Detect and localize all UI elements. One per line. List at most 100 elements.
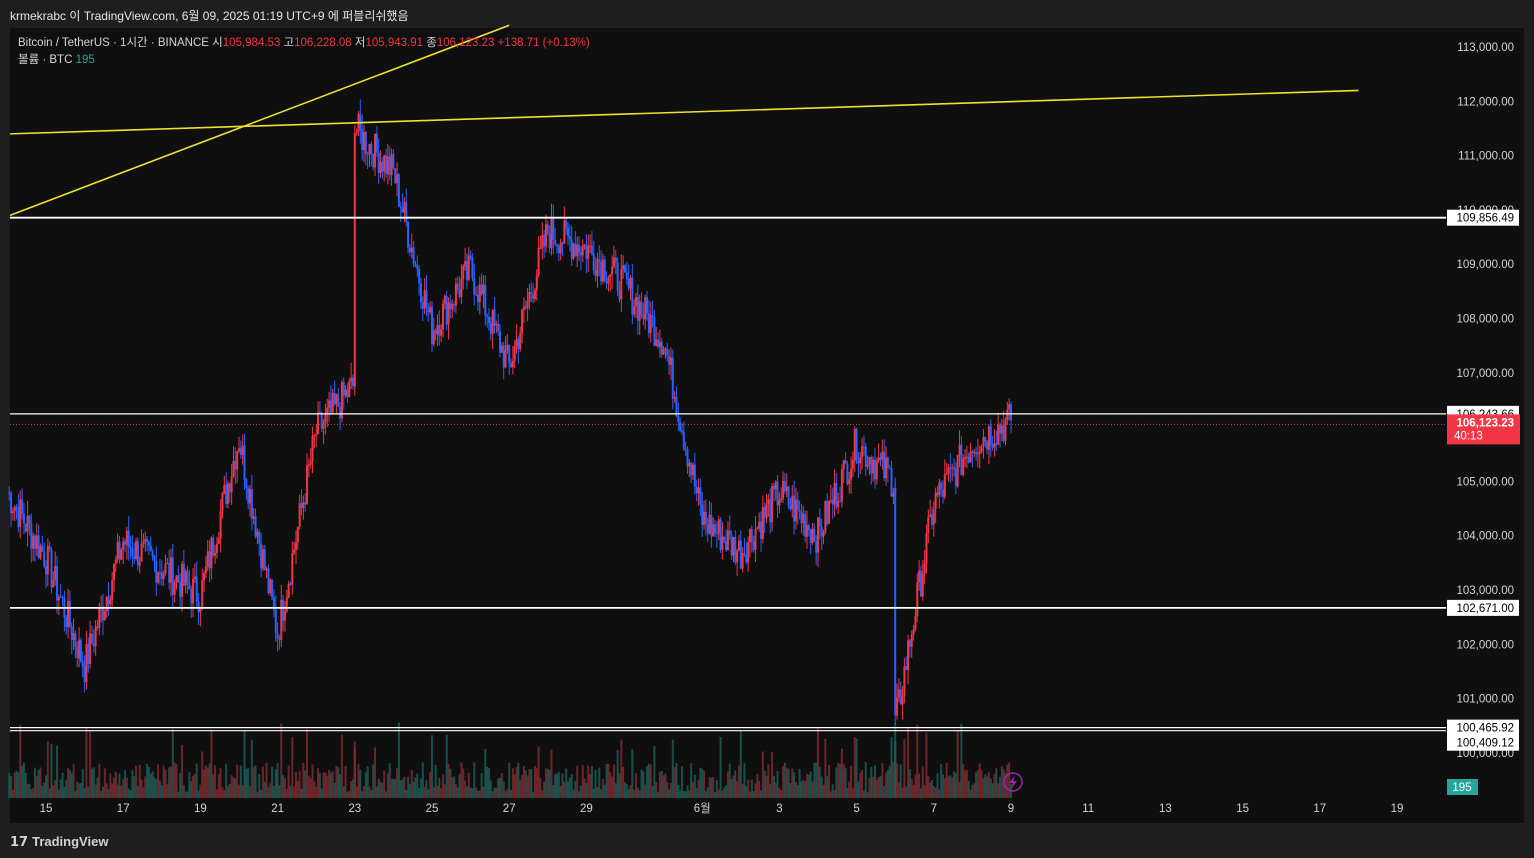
candle-body	[883, 451, 886, 479]
volume-bar	[276, 762, 279, 798]
candle-body	[491, 309, 494, 334]
volume-bar	[535, 768, 538, 798]
volume-bar	[392, 778, 395, 798]
volume-bar	[772, 775, 775, 798]
y-tick-label: 100,000.00	[1456, 748, 1514, 760]
candle-body	[274, 609, 277, 633]
volume-bar	[658, 772, 661, 798]
candle-body	[287, 583, 290, 598]
time-axis[interactable]: 15 17 19 21 23 25 27 29 6월 3 5 7 9 11 13 15 17 19	[40, 802, 1404, 815]
candle-body	[232, 460, 235, 477]
candle-body	[56, 565, 59, 601]
volume-bar	[517, 762, 520, 798]
volume-bar	[927, 775, 930, 798]
volume-bar	[85, 728, 88, 798]
volume-bar	[559, 785, 562, 798]
volume-bar	[67, 768, 70, 798]
volume-bar	[953, 771, 956, 798]
volume-bar	[697, 780, 700, 798]
candle-body	[171, 557, 174, 595]
candle-body	[978, 451, 981, 454]
volume-bar	[964, 770, 967, 798]
volume-bar	[502, 781, 505, 798]
candle-body	[68, 601, 71, 627]
level-price-tag	[1447, 599, 1519, 616]
candle-body	[353, 209, 356, 248]
volume-bar	[862, 790, 865, 798]
chart-frame[interactable]	[10, 28, 1524, 823]
volume-bar	[133, 776, 136, 798]
candle-body	[798, 510, 801, 512]
candle-body	[888, 467, 891, 469]
tradingview-logo[interactable]: 17 TradingView	[10, 834, 108, 850]
candle-body	[557, 245, 560, 254]
x-tick-label: 21	[271, 803, 284, 815]
volume-bar	[473, 762, 476, 798]
volume-bar	[177, 791, 180, 798]
candle-body	[714, 524, 717, 533]
candle-body	[204, 566, 207, 573]
volume-bar	[164, 769, 167, 798]
candle-body	[592, 253, 595, 271]
volume-label[interactable]: 볼륨 · BTC	[18, 54, 73, 66]
volume-bar	[386, 773, 389, 798]
low-label: 저	[354, 37, 366, 49]
volume-bar	[26, 784, 29, 798]
candle-body	[820, 526, 823, 537]
candle-body	[504, 350, 507, 368]
candle-body	[158, 572, 161, 574]
candle-body	[396, 174, 399, 184]
candle-body	[969, 451, 972, 463]
candle-body	[480, 284, 483, 295]
volume-bar	[147, 767, 150, 798]
candle-body	[793, 495, 796, 522]
candle-body	[776, 481, 779, 506]
volume-bar	[515, 767, 518, 798]
candle-body	[364, 132, 367, 154]
candle-body	[855, 428, 858, 462]
symbol-label[interactable]: Bitcoin / TetherUS · 1시간 · BINANCE	[18, 37, 209, 49]
candle-body	[633, 306, 636, 315]
candle-body	[35, 535, 38, 549]
candle-body	[146, 538, 149, 542]
volume-bar	[247, 768, 250, 798]
candle-body	[414, 263, 417, 266]
volume-bar	[796, 784, 799, 798]
volume-bar	[489, 780, 492, 798]
volume-bar	[699, 767, 702, 798]
candle-body	[914, 616, 917, 630]
volume-bar	[655, 782, 658, 798]
volume-bar	[203, 769, 206, 798]
candle-body	[267, 568, 270, 594]
candle-body	[864, 446, 867, 467]
candle-body	[250, 489, 253, 519]
candle-body	[383, 155, 386, 172]
volume-bar	[32, 787, 35, 798]
candle-body	[230, 476, 233, 493]
candle-body	[221, 492, 224, 512]
volume-bar	[30, 789, 33, 798]
price-axis[interactable]: 113,000.00112,000.00111,000.00110,000.00…	[1456, 42, 1514, 760]
candle-body	[203, 572, 206, 581]
volume-bar	[925, 732, 928, 798]
candle-body	[894, 593, 897, 662]
candle-body	[192, 579, 195, 604]
candle-body	[456, 283, 459, 290]
candle-body	[453, 303, 456, 306]
low-value: 105,943.91	[365, 37, 424, 49]
volume-bar	[980, 770, 983, 798]
candle-body	[41, 545, 44, 552]
candle-body	[638, 301, 641, 321]
candle-body	[943, 474, 946, 497]
volume-bar	[348, 790, 351, 798]
volume-bar	[771, 751, 774, 798]
candle-body	[390, 154, 393, 176]
volume-bar	[419, 778, 422, 798]
candle-body	[263, 549, 266, 571]
volume-bar	[596, 787, 599, 798]
replay-lightning-icon[interactable]	[1003, 772, 1023, 792]
volume-bar	[548, 769, 551, 798]
candle-body	[329, 400, 332, 413]
candle-body	[973, 452, 976, 454]
